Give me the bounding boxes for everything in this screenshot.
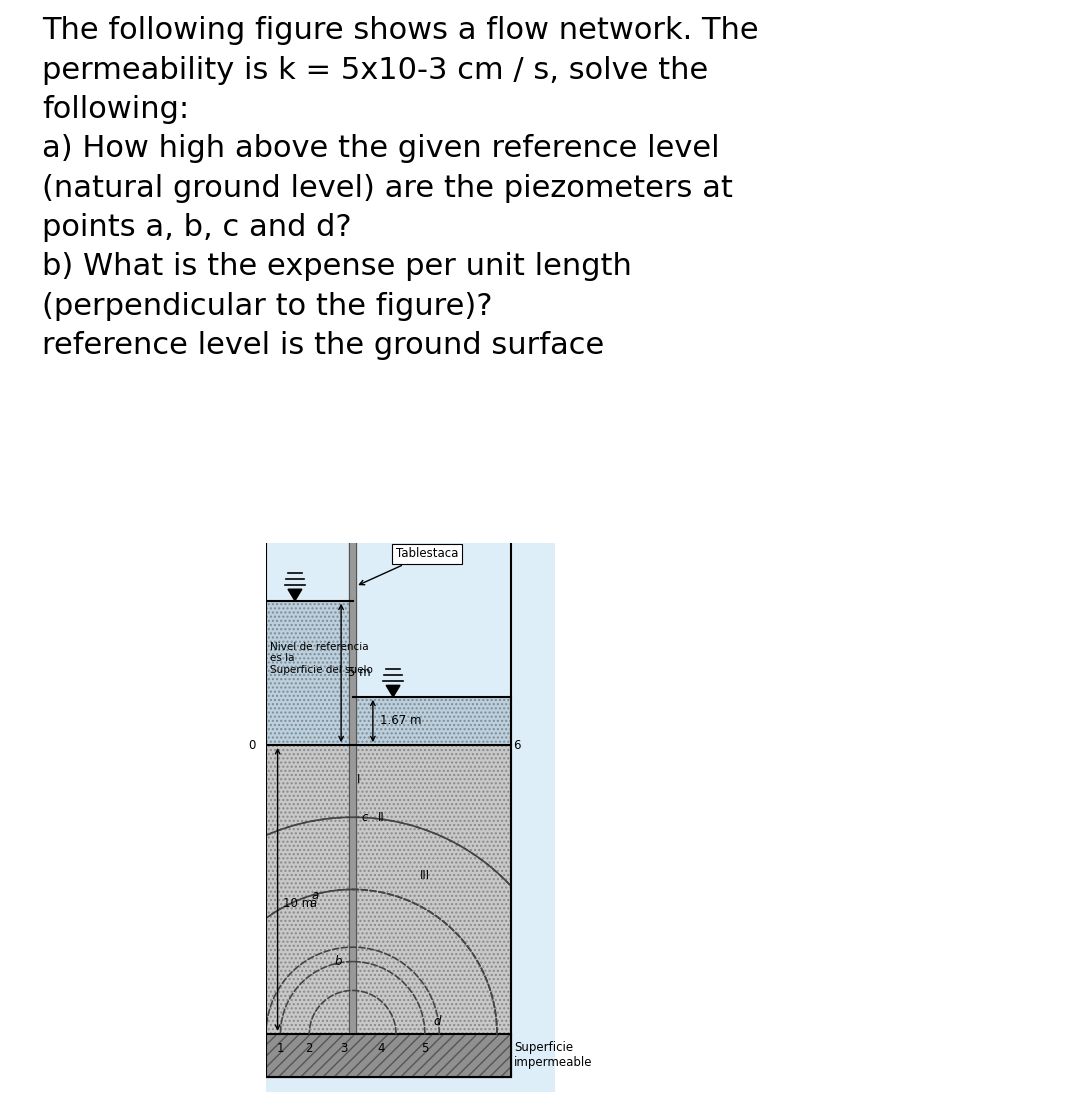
Bar bbox=[353, 745, 512, 1033]
Text: a: a bbox=[311, 889, 319, 902]
Text: 0: 0 bbox=[248, 738, 255, 751]
Text: 5 m: 5 m bbox=[349, 666, 370, 679]
Text: 3: 3 bbox=[340, 1042, 348, 1055]
Bar bbox=[266, 1033, 512, 1077]
Bar bbox=[266, 601, 353, 745]
Text: 1: 1 bbox=[276, 1042, 284, 1055]
Bar bbox=[266, 601, 353, 1033]
Text: 10 m: 10 m bbox=[283, 897, 313, 911]
Text: 1.67 m: 1.67 m bbox=[380, 714, 421, 727]
Bar bbox=[266, 601, 353, 745]
Text: 2: 2 bbox=[306, 1042, 313, 1055]
Text: Superficie
impermeable: Superficie impermeable bbox=[514, 1041, 593, 1070]
Text: b: b bbox=[335, 955, 342, 969]
Bar bbox=[353, 697, 512, 745]
Polygon shape bbox=[288, 589, 301, 601]
Text: 6: 6 bbox=[513, 738, 521, 751]
Bar bbox=[266, 1033, 512, 1077]
Bar bbox=[353, 697, 512, 745]
Text: Nivel de referencia
es la
Superficie del suelo: Nivel de referencia es la Superficie del… bbox=[270, 642, 374, 675]
Bar bbox=[353, 745, 512, 1033]
Polygon shape bbox=[387, 686, 400, 697]
Text: 5: 5 bbox=[421, 1042, 429, 1055]
Text: a: a bbox=[309, 897, 316, 911]
Bar bbox=[266, 745, 353, 1033]
Text: c: c bbox=[361, 811, 367, 824]
Text: 4: 4 bbox=[378, 1042, 386, 1055]
Bar bbox=[266, 529, 512, 1077]
Text: II: II bbox=[378, 811, 384, 824]
Text: III: III bbox=[420, 869, 430, 882]
Text: I: I bbox=[356, 773, 360, 787]
Bar bbox=[349, 529, 356, 1033]
Text: d: d bbox=[433, 1015, 441, 1028]
Text: Tablestaca: Tablestaca bbox=[360, 547, 458, 585]
Text: The following figure shows a flow network. The
permeability is k = 5x10-3 cm / s: The following figure shows a flow networ… bbox=[42, 16, 759, 360]
